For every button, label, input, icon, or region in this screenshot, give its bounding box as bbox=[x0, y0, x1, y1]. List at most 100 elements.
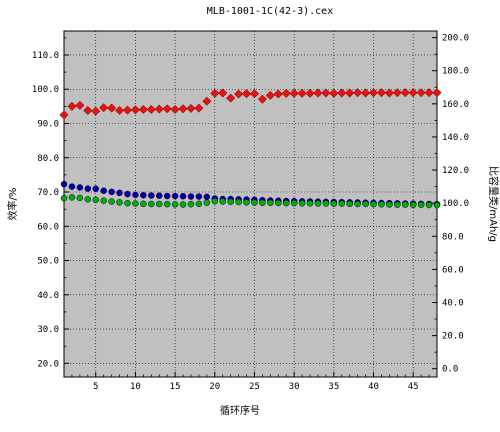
y-right-tick-label: 40.0 bbox=[442, 299, 464, 309]
grid-lines bbox=[64, 31, 437, 377]
y-right-tick-label: 60.0 bbox=[442, 265, 464, 275]
efficiency-point bbox=[392, 88, 402, 98]
efficiency-point bbox=[384, 88, 394, 98]
discharge-point bbox=[298, 200, 306, 207]
efficiency-point bbox=[305, 88, 315, 98]
efficiency-point bbox=[424, 88, 434, 98]
discharge-point bbox=[132, 200, 139, 207]
data-marks bbox=[59, 88, 442, 209]
charge-point bbox=[187, 193, 195, 200]
y-left-tick-label: 40.0 bbox=[37, 291, 59, 301]
efficiency-point bbox=[67, 101, 77, 111]
y-right-tick-label: 120.0 bbox=[442, 166, 469, 176]
efficiency-point bbox=[210, 88, 220, 98]
discharge-point bbox=[275, 199, 282, 207]
discharge-point bbox=[60, 194, 68, 202]
x-tick-label: 35 bbox=[328, 382, 339, 392]
discharge-series bbox=[60, 194, 441, 209]
charge-point bbox=[171, 192, 179, 200]
discharge-point bbox=[100, 197, 107, 204]
efficiency-point bbox=[83, 105, 93, 116]
y-right-tick-label: 180.0 bbox=[442, 67, 469, 77]
efficiency-point bbox=[313, 88, 323, 98]
charge-point bbox=[76, 184, 84, 191]
charge-point bbox=[124, 190, 131, 198]
discharge-point bbox=[227, 198, 234, 206]
y-right-tick-label: 0.0 bbox=[442, 365, 458, 375]
efficiency-point bbox=[146, 104, 156, 115]
efficiency-point bbox=[265, 90, 275, 100]
x-tick-label: 45 bbox=[408, 382, 419, 392]
discharge-point bbox=[219, 198, 226, 205]
efficiency-point bbox=[202, 96, 212, 106]
x-tick-label: 20 bbox=[209, 382, 220, 392]
y-left-tick-label: 50.0 bbox=[37, 257, 59, 267]
discharge-point bbox=[251, 199, 258, 206]
efficiency-point bbox=[114, 105, 125, 116]
efficiency-point bbox=[416, 88, 426, 98]
efficiency-point bbox=[170, 104, 180, 115]
efficiency-point bbox=[353, 88, 363, 98]
y-left-tick-label: 20.0 bbox=[37, 359, 59, 369]
discharge-point bbox=[425, 201, 433, 209]
charge-point bbox=[148, 192, 155, 199]
y-left-tick-label: 90.0 bbox=[37, 119, 59, 129]
efficiency-point bbox=[337, 88, 347, 98]
efficiency-point bbox=[345, 88, 355, 98]
discharge-point bbox=[92, 196, 99, 204]
discharge-point bbox=[330, 200, 338, 207]
efficiency-point bbox=[241, 89, 252, 99]
charge-point bbox=[163, 192, 171, 200]
y-left-tick-label: 70.0 bbox=[37, 188, 59, 198]
charge-point bbox=[116, 189, 123, 197]
discharge-point bbox=[290, 199, 298, 207]
discharge-point bbox=[76, 194, 84, 202]
y-left-tick-label: 110.0 bbox=[32, 51, 59, 61]
discharge-point bbox=[108, 198, 115, 205]
efficiency-point bbox=[226, 93, 236, 103]
efficiency-point bbox=[99, 103, 109, 113]
discharge-point bbox=[338, 200, 346, 207]
efficiency-point bbox=[186, 103, 196, 113]
discharge-point bbox=[354, 200, 361, 208]
efficiency-point bbox=[194, 103, 204, 113]
discharge-point bbox=[68, 194, 76, 201]
y-right-tick-label: 200.0 bbox=[442, 34, 469, 44]
efficiency-point bbox=[154, 104, 164, 114]
efficiency-point bbox=[162, 104, 172, 114]
efficiency-point bbox=[361, 88, 371, 98]
charge-point bbox=[108, 188, 115, 196]
efficiency-point bbox=[432, 88, 442, 98]
efficiency-point bbox=[249, 89, 260, 99]
efficiency-point bbox=[234, 89, 244, 99]
charge-point bbox=[203, 193, 211, 201]
discharge-point bbox=[203, 199, 211, 206]
efficiency-point bbox=[297, 88, 307, 98]
x-tick-label: 40 bbox=[368, 382, 379, 392]
discharge-point bbox=[433, 201, 441, 209]
discharge-point bbox=[195, 200, 203, 208]
efficiency-point bbox=[218, 88, 228, 98]
discharge-point bbox=[148, 200, 155, 208]
x-tick-label: 10 bbox=[130, 382, 141, 392]
discharge-point bbox=[179, 201, 187, 208]
y-right-tick-label: 160.0 bbox=[442, 100, 469, 110]
efficiency-point bbox=[408, 88, 418, 98]
y-right-tick-label: 100.0 bbox=[442, 199, 469, 209]
efficiency-point bbox=[329, 88, 339, 98]
charge-point bbox=[195, 193, 203, 200]
efficiency-point bbox=[376, 88, 387, 98]
efficiency-point bbox=[75, 100, 85, 110]
discharge-point bbox=[402, 201, 409, 208]
efficiency-point bbox=[122, 105, 133, 115]
discharge-point bbox=[140, 200, 147, 208]
efficiency-point bbox=[138, 104, 148, 115]
efficiency-point bbox=[107, 103, 117, 113]
y-left-tick-label: 100.0 bbox=[32, 85, 59, 95]
y-right-tick-label: 140.0 bbox=[442, 133, 469, 143]
efficiency-point bbox=[289, 88, 299, 98]
efficiency-point bbox=[178, 104, 188, 114]
discharge-point bbox=[346, 200, 353, 208]
discharge-point bbox=[155, 200, 163, 208]
